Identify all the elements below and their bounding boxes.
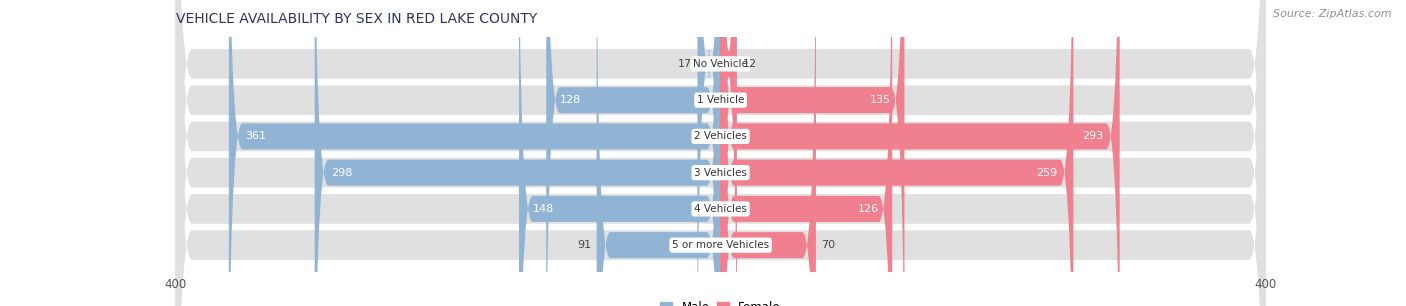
FancyBboxPatch shape (697, 0, 721, 306)
Text: 5 or more Vehicles: 5 or more Vehicles (672, 240, 769, 250)
FancyBboxPatch shape (721, 0, 904, 306)
FancyBboxPatch shape (229, 0, 721, 306)
FancyBboxPatch shape (315, 0, 721, 306)
FancyBboxPatch shape (721, 0, 1073, 306)
Text: 135: 135 (870, 95, 891, 105)
FancyBboxPatch shape (546, 0, 721, 306)
FancyBboxPatch shape (721, 0, 737, 306)
Text: 148: 148 (533, 204, 554, 214)
FancyBboxPatch shape (721, 0, 893, 306)
Text: VEHICLE AVAILABILITY BY SEX IN RED LAKE COUNTY: VEHICLE AVAILABILITY BY SEX IN RED LAKE … (176, 12, 537, 26)
Text: 70: 70 (821, 240, 835, 250)
FancyBboxPatch shape (176, 0, 1265, 306)
Text: 126: 126 (858, 204, 879, 214)
FancyBboxPatch shape (721, 0, 1119, 306)
FancyBboxPatch shape (176, 0, 1265, 306)
FancyBboxPatch shape (519, 0, 721, 306)
Text: 293: 293 (1083, 131, 1104, 141)
Text: 17: 17 (678, 59, 692, 69)
FancyBboxPatch shape (721, 0, 815, 306)
Text: 91: 91 (576, 240, 591, 250)
FancyBboxPatch shape (176, 0, 1265, 306)
FancyBboxPatch shape (176, 0, 1265, 306)
Text: 2 Vehicles: 2 Vehicles (695, 131, 747, 141)
FancyBboxPatch shape (596, 0, 721, 306)
FancyBboxPatch shape (176, 0, 1265, 306)
FancyBboxPatch shape (176, 0, 1265, 306)
Text: 298: 298 (330, 168, 353, 178)
Text: 4 Vehicles: 4 Vehicles (695, 204, 747, 214)
Text: 128: 128 (560, 95, 581, 105)
Text: No Vehicle: No Vehicle (693, 59, 748, 69)
Text: 1 Vehicle: 1 Vehicle (697, 95, 744, 105)
Text: 361: 361 (245, 131, 266, 141)
Text: 3 Vehicles: 3 Vehicles (695, 168, 747, 178)
Text: 259: 259 (1036, 168, 1057, 178)
Text: Source: ZipAtlas.com: Source: ZipAtlas.com (1274, 9, 1392, 19)
Legend: Male, Female: Male, Female (655, 296, 786, 306)
Text: 12: 12 (742, 59, 756, 69)
